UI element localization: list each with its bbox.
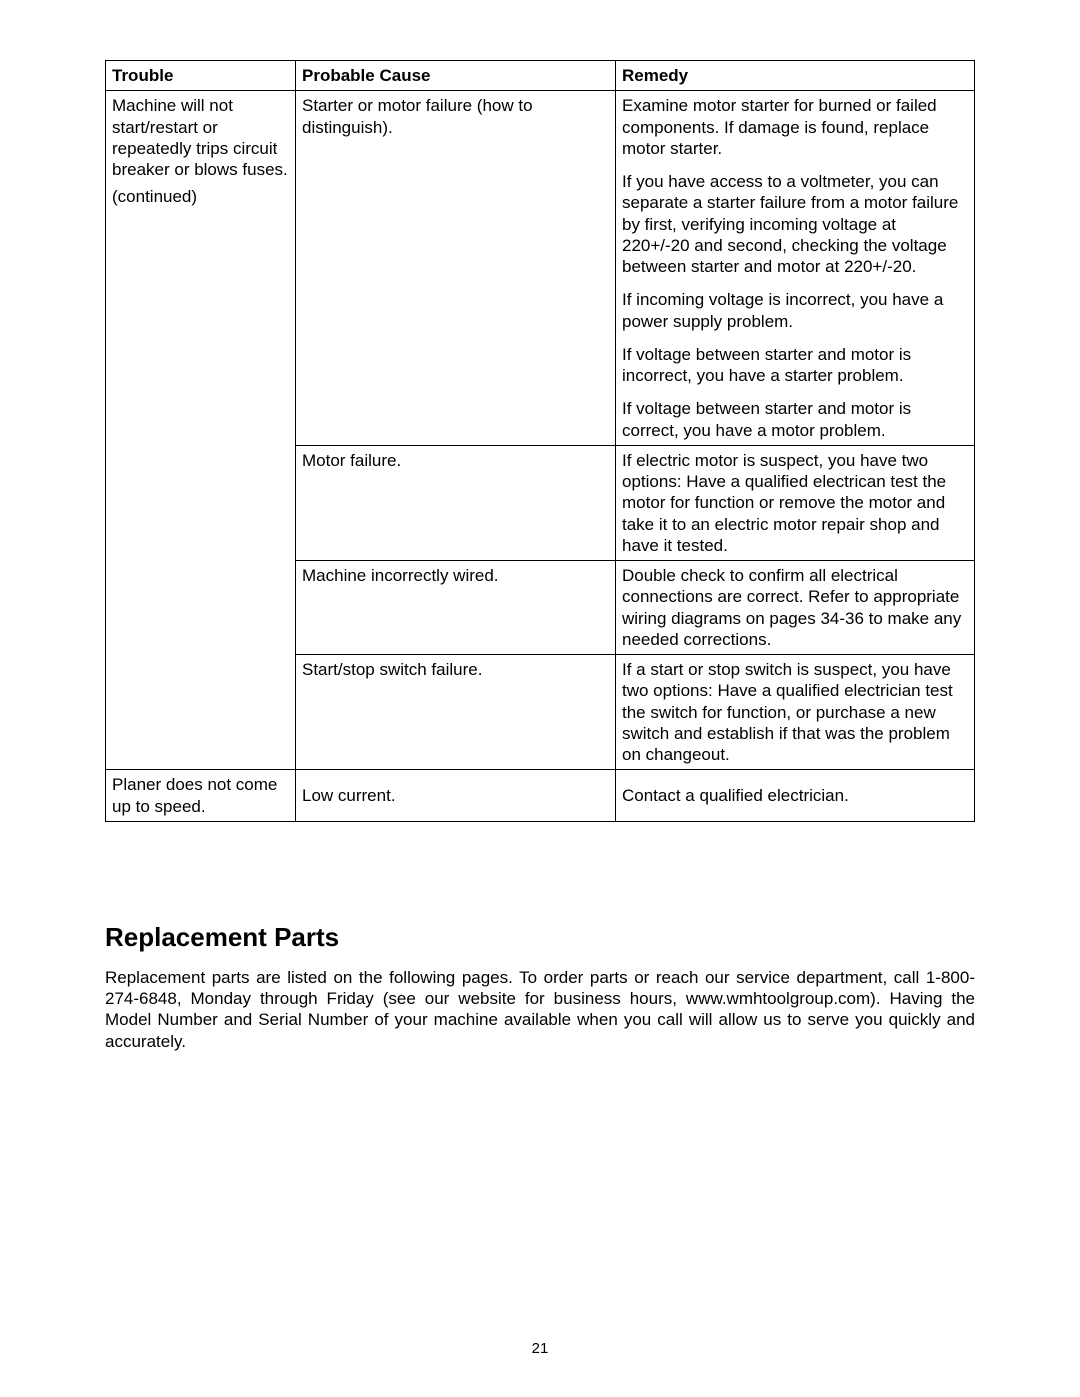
header-trouble: Trouble (106, 61, 296, 91)
table-row: Machine will not start/restart or repeat… (106, 91, 975, 446)
page-number: 21 (0, 1340, 1080, 1357)
troubleshooting-table: Trouble Probable Cause Remedy Machine wi… (105, 60, 975, 822)
cell-remedy: Examine motor starter for burned or fail… (616, 91, 975, 446)
cell-remedy: Contact a qualified electrician. (616, 770, 975, 822)
trouble-text-1: Machine will not start/restart or repeat… (112, 95, 289, 180)
section-body: Replacement parts are listed on the foll… (105, 967, 975, 1052)
remedy-text: If incoming voltage is incorrect, you ha… (622, 289, 968, 332)
cell-cause: Starter or motor failure (how to disting… (296, 91, 616, 446)
cell-remedy: If electric motor is suspect, you have t… (616, 445, 975, 560)
cell-cause: Start/stop switch failure. (296, 655, 616, 770)
cell-remedy: If a start or stop switch is suspect, yo… (616, 655, 975, 770)
section-heading: Replacement Parts (105, 922, 975, 953)
cell-remedy: Double check to confirm all electrical c… (616, 561, 975, 655)
header-remedy: Remedy (616, 61, 975, 91)
remedy-text: If voltage between starter and motor is … (622, 344, 968, 387)
header-cause: Probable Cause (296, 61, 616, 91)
table-header-row: Trouble Probable Cause Remedy (106, 61, 975, 91)
cell-cause: Machine incorrectly wired. (296, 561, 616, 655)
remedy-text: Examine motor starter for burned or fail… (622, 95, 968, 159)
remedy-text: If you have access to a voltmeter, you c… (622, 171, 968, 277)
cell-trouble: Machine will not start/restart or repeat… (106, 91, 296, 770)
table-row: Planer does not come up to speed. Low cu… (106, 770, 975, 822)
trouble-text-2: (continued) (112, 186, 289, 207)
cell-trouble: Planer does not come up to speed. (106, 770, 296, 822)
cell-cause: Motor failure. (296, 445, 616, 560)
remedy-text: If voltage between starter and motor is … (622, 398, 968, 441)
cell-cause: Low current. (296, 770, 616, 822)
document-page: Trouble Probable Cause Remedy Machine wi… (0, 0, 1080, 1397)
